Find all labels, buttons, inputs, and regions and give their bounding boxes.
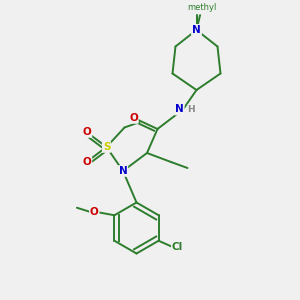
Text: N: N	[192, 25, 201, 35]
Text: O: O	[82, 157, 91, 167]
Text: H: H	[188, 105, 195, 114]
Text: N: N	[118, 166, 127, 176]
Text: O: O	[90, 207, 99, 217]
Text: N: N	[192, 3, 201, 14]
Text: Cl: Cl	[172, 242, 183, 252]
Text: N: N	[192, 25, 201, 35]
Text: O: O	[129, 113, 138, 123]
Text: S: S	[103, 142, 110, 152]
Text: N: N	[175, 104, 184, 115]
Text: O: O	[82, 127, 91, 137]
Text: methyl: methyl	[187, 3, 217, 12]
